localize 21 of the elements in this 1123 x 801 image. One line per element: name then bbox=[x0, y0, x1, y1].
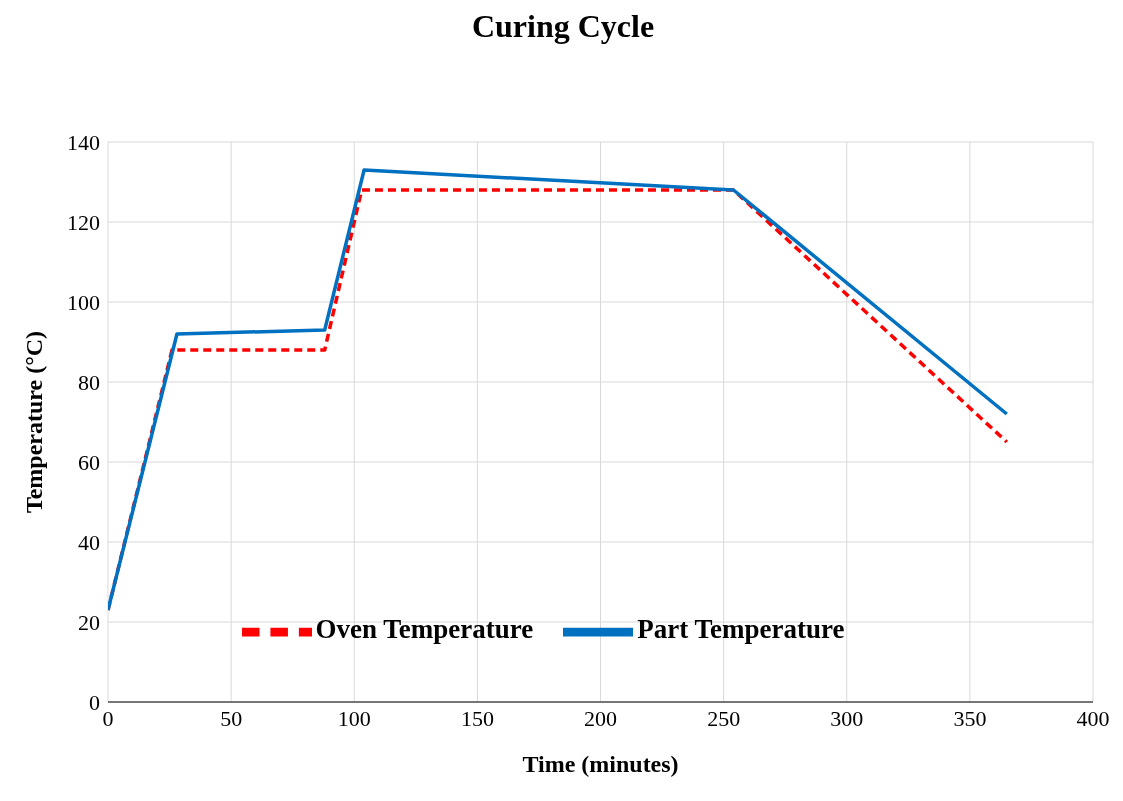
chart-title: Curing Cycle bbox=[470, 8, 656, 46]
y-tick-label: 60 bbox=[78, 449, 100, 475]
x-tick-label: 50 bbox=[220, 705, 243, 731]
x-tick-label: 250 bbox=[707, 705, 741, 731]
y-tick-label: 100 bbox=[67, 289, 100, 315]
x-tick-label: 400 bbox=[1076, 705, 1110, 731]
x-axis-title: Time (minutes) bbox=[522, 751, 679, 777]
y-tick-label: 20 bbox=[78, 609, 100, 635]
y-tick-label: 120 bbox=[67, 209, 100, 235]
y-tick-label: 140 bbox=[67, 129, 100, 155]
y-axis-title: Temperature (°C) bbox=[20, 330, 47, 514]
y-tick-label: 0 bbox=[89, 689, 100, 715]
y-tick-label: 40 bbox=[78, 529, 100, 555]
x-tick-label: 150 bbox=[460, 705, 494, 731]
x-tick-label: 100 bbox=[337, 705, 371, 731]
x-tick-label: 350 bbox=[953, 705, 987, 731]
y-tick-label: 80 bbox=[78, 369, 100, 395]
legend-label: Part Temperature bbox=[637, 614, 845, 645]
x-tick-label: 300 bbox=[830, 705, 864, 731]
x-tick-label: 200 bbox=[584, 705, 617, 731]
legend-label: Oven Temperature bbox=[315, 614, 534, 645]
